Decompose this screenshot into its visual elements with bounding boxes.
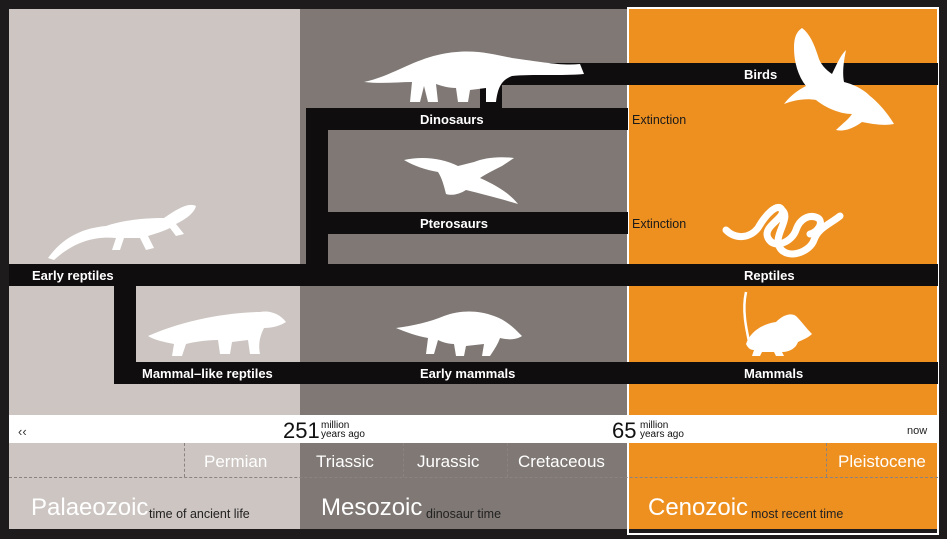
label-pterosaurs: Pterosaurs (420, 216, 488, 231)
timeline-strip (9, 415, 938, 443)
era-palaeozoic-name: Palaeozoic (31, 494, 149, 521)
bird-silhouette (784, 28, 894, 131)
mark-65-value: 65 (612, 418, 637, 443)
era-palaeozoic-desc: time of ancient life (149, 507, 250, 521)
mark-65-unit: million years ago (640, 420, 684, 440)
pterosaur-extinction-label: Extinction (632, 217, 687, 231)
period-cretaceous: Cretaceous (518, 452, 605, 471)
label-dinosaurs: Dinosaurs (420, 112, 484, 127)
period-divider-jurassic (403, 443, 404, 477)
dinosaurs-branch (306, 108, 628, 130)
period-divider-pleistocene (826, 443, 827, 477)
dinosaur-extinction-label: Extinction (632, 113, 687, 127)
label-mammals: Mammals (744, 366, 804, 381)
period-era-divider (9, 477, 938, 478)
pterosaur-silhouette (404, 157, 518, 204)
early-mammal-silhouette (396, 311, 522, 356)
mark-251-unit: million years ago (321, 420, 365, 440)
synapsid-silhouette (148, 311, 286, 356)
label-early-reptiles: Early reptiles (32, 268, 114, 283)
mark-65-unit-line1: million (640, 420, 669, 431)
mark-251-unit-line1: million (321, 420, 350, 431)
label-birds: Birds (744, 67, 778, 82)
period-triassic: Triassic (316, 452, 374, 471)
era-cenozoic-desc: most recent time (751, 507, 844, 521)
label-mammal-like-reptiles: Mammal–like reptiles (142, 366, 273, 381)
mark-251-value: 251 (283, 418, 320, 443)
period-divider-cretaceous (507, 443, 508, 477)
mouse-silhouette (743, 291, 812, 356)
mark-251-unit-line2: years ago (321, 429, 365, 440)
era-cenozoic-name: Cenozoic (648, 494, 749, 521)
period-permian: Permian (204, 452, 268, 471)
timeline-now: now (907, 425, 928, 437)
pterosaurs-branch (306, 212, 628, 234)
mark-65-unit-line2: years ago (640, 429, 684, 440)
early-reptiles-branch (9, 264, 938, 286)
lizard-silhouette (48, 204, 196, 260)
timeline-back-arrow: ‹‹ (18, 424, 27, 439)
era-mesozoic-name: Mesozoic (321, 494, 423, 521)
snake-silhouette (722, 204, 844, 258)
mammals-branch (114, 362, 938, 384)
sauropod-silhouette (364, 51, 584, 102)
label-early-mammals: Early mammals (420, 366, 516, 381)
period-pleistocene: Pleistocene (838, 452, 926, 471)
mammal-like-stem (114, 286, 136, 384)
period-jurassic: Jurassic (417, 452, 480, 471)
period-divider-permian (184, 443, 185, 477)
label-reptiles: Reptiles (744, 268, 795, 283)
era-mesozoic-desc: dinosaur time (426, 507, 502, 521)
